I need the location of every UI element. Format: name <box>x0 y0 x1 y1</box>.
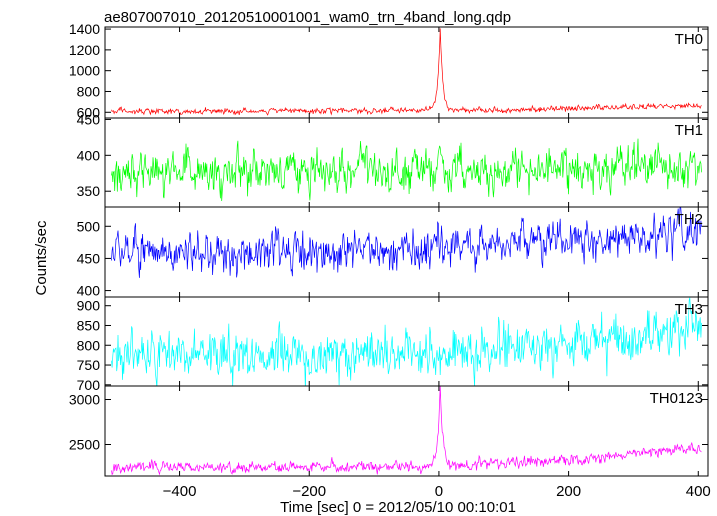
chart-panels: 600 800 1000 1200 1400 TH0 350 400 450 TH1 400 450 5… <box>69 21 711 500</box>
panel-th0: 600 800 1000 1200 1400 TH0 <box>69 21 709 120</box>
series-line-th1 <box>111 138 702 202</box>
panel-label-th0: TH0 <box>675 31 703 48</box>
y-tick-label: 400 <box>77 147 101 163</box>
x-tick-label: 0 <box>435 483 443 500</box>
y-axis-label: Counts/sec <box>33 220 50 296</box>
y-tick-label: 400 <box>77 283 101 299</box>
panel-th1: 350 400 450 TH1 <box>77 111 709 208</box>
y-tick-label: 450 <box>77 250 101 266</box>
panel-frame <box>104 385 709 477</box>
y-tick-label: 450 <box>77 111 101 127</box>
panel-label-th3: TH3 <box>675 301 703 318</box>
y-tick-label: 800 <box>77 337 101 353</box>
series-line-th0123 <box>111 386 702 476</box>
chart-title: ae807007010_20120510001001_wam0_trn_4ban… <box>104 9 511 26</box>
panel-label-th1: TH1 <box>675 122 703 139</box>
panel-label-th0123: TH0123 <box>650 390 703 407</box>
series-line-th2 <box>111 207 702 278</box>
y-tick-label: 2500 <box>69 437 100 453</box>
panel-frame <box>104 26 709 119</box>
panel-th2: 400 450 500 TH2 <box>77 206 709 299</box>
y-tick-label: 500 <box>77 218 101 234</box>
y-tick-label: 1200 <box>69 42 100 58</box>
panel-frame <box>104 117 709 208</box>
y-tick-label: 700 <box>77 377 101 393</box>
x-tick-label: 200 <box>556 483 581 500</box>
series-line-th0 <box>111 28 702 116</box>
series-line-th3 <box>111 297 702 386</box>
panel-th0123: 2500 3000 TH0123 <box>69 385 709 477</box>
x-tick-label: −400 <box>163 483 197 500</box>
x-tick-label: −200 <box>292 483 326 500</box>
y-tick-label: 600 <box>77 104 101 120</box>
y-tick-label: 3000 <box>69 392 100 408</box>
y-tick-label: 1000 <box>69 63 100 79</box>
panel-label-th2: TH2 <box>675 211 703 228</box>
panel-th3: 700 750 800 850 900 TH3 <box>77 296 709 393</box>
y-tick-label: 350 <box>77 183 101 199</box>
y-tick-label: 800 <box>77 83 101 99</box>
y-tick-label: 900 <box>77 298 101 314</box>
y-tick-label: 850 <box>77 317 101 333</box>
x-tick-label: 400 <box>686 483 711 500</box>
y-tick-label: 1400 <box>69 21 100 37</box>
y-tick-label: 750 <box>77 357 101 373</box>
x-axis-label: Time [sec] 0 = 2012/05/10 00:10:01 <box>280 499 516 516</box>
